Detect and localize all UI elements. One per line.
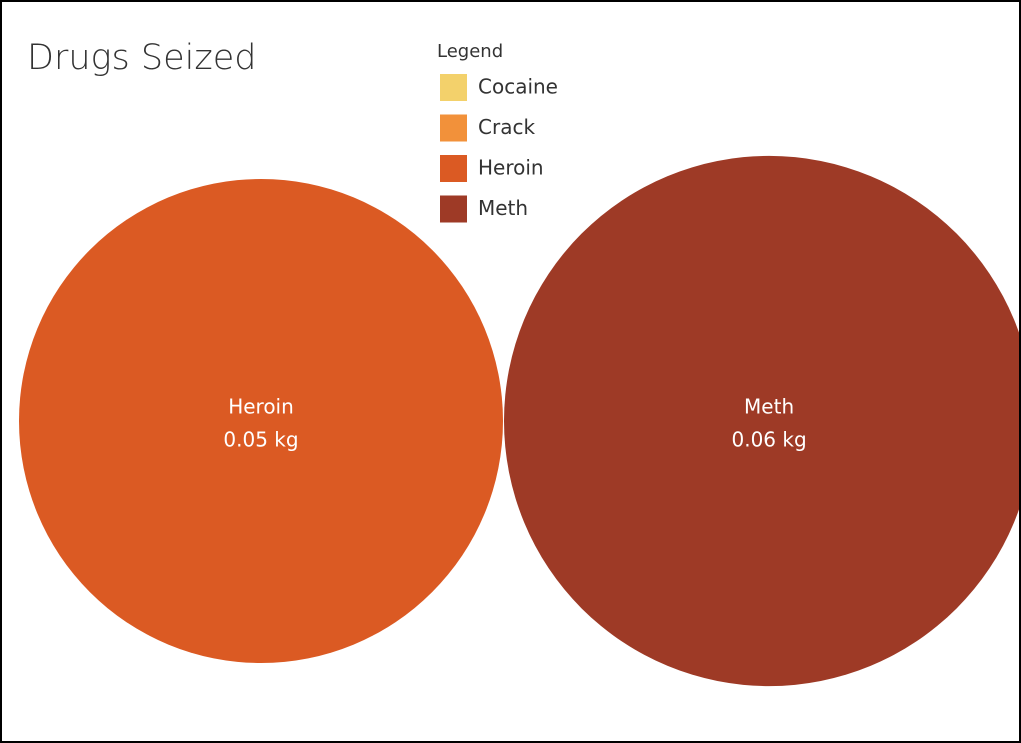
bubble-category: Heroin	[228, 395, 294, 419]
legend: Cocaine Crack Heroin Meth	[440, 74, 558, 223]
bubbles: Heroin 0.05 kg Meth 0.06 kg	[19, 155, 1021, 687]
bubble-value-label: 0.06 kg	[732, 428, 807, 452]
legend-swatch	[440, 195, 467, 223]
legend-label: Heroin	[478, 156, 544, 180]
legend-swatch	[440, 114, 467, 142]
legend-swatch	[440, 74, 467, 101]
legend-title: Legend	[437, 41, 503, 62]
bubble-value-label: 0.05 kg	[223, 428, 298, 452]
bubble	[19, 179, 503, 663]
bubble	[504, 155, 1021, 687]
legend-label: Cocaine	[478, 75, 558, 99]
legend-label: Meth	[478, 196, 528, 220]
legend-label: Crack	[478, 115, 535, 139]
legend-swatch	[440, 155, 467, 182]
bubble-category: Meth	[744, 395, 794, 419]
chart-title: Drugs Seized	[27, 38, 256, 78]
